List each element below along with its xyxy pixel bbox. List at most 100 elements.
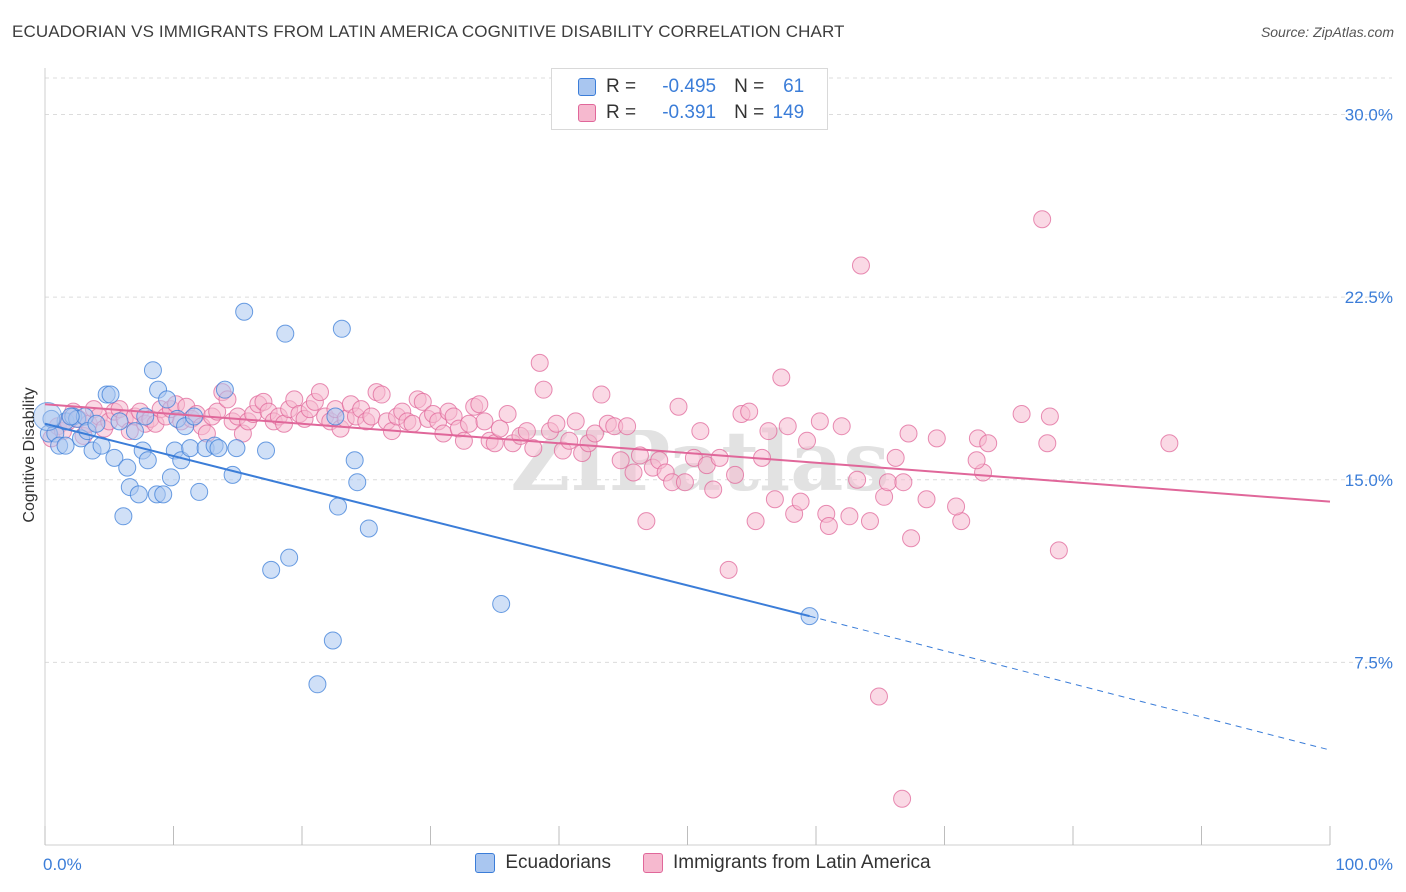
legend-n-value: 61 xyxy=(783,76,805,97)
legend-r-label: R = xyxy=(606,76,637,97)
legend-item-ecuadorians[interactable]: Ecuadorians xyxy=(475,852,611,874)
ecuadorian-point xyxy=(129,485,148,504)
immigrant-point xyxy=(765,490,784,509)
ecuadorian-point xyxy=(276,324,295,343)
immigrant-point xyxy=(517,422,536,441)
immigrant-point xyxy=(403,414,422,433)
ecuadorian-point xyxy=(492,594,511,613)
legend-item-label: Ecuadorians xyxy=(505,852,611,873)
legend-r-value: -0.391 xyxy=(662,102,717,123)
immigrant-point xyxy=(860,512,879,531)
immigrant-point xyxy=(1038,434,1057,453)
ecuadorian-point xyxy=(323,631,342,650)
legend-n-label: N = xyxy=(734,102,765,123)
ecuadorian-point xyxy=(42,409,61,428)
immigrant-point xyxy=(902,529,921,548)
immigrant-point xyxy=(310,383,329,402)
immigrant-point xyxy=(585,424,604,443)
ecuadorian-point xyxy=(118,458,137,477)
ecuadorian-point xyxy=(332,319,351,338)
y-tick-label: 7.5% xyxy=(1354,653,1393,672)
immigrant-point xyxy=(534,380,553,399)
y-axis-title: Cognitive Disability xyxy=(21,387,38,522)
immigrant-point xyxy=(798,431,817,450)
ecuadorian-point xyxy=(348,473,367,492)
immigrant-point xyxy=(1012,405,1031,424)
immigrant-point xyxy=(851,256,870,275)
immigrant-point xyxy=(490,419,509,438)
immigrant-point xyxy=(675,473,694,492)
immigrant-point xyxy=(927,429,946,448)
blue-swatch-icon xyxy=(475,853,496,873)
immigrant-point xyxy=(362,407,381,426)
legend-r-label: R = xyxy=(606,102,637,123)
immigrant-point xyxy=(917,490,936,509)
x-tick-label: 0.0% xyxy=(43,855,82,874)
immigrant-point xyxy=(691,422,710,441)
ecuadorian-point xyxy=(308,675,327,694)
immigrant-point xyxy=(704,480,723,499)
immigrant-point xyxy=(372,385,391,404)
ecuadorian-point xyxy=(114,507,133,526)
legend-item-immigrants[interactable]: Immigrants from Latin America xyxy=(642,852,931,874)
immigrant-point xyxy=(759,422,778,441)
immigrant-point xyxy=(618,417,637,436)
immigrant-point xyxy=(869,687,888,706)
legend-item-label: Immigrants from Latin America xyxy=(672,852,931,873)
ecuadorian-point xyxy=(154,485,173,504)
ecuadorian-point xyxy=(161,468,180,487)
immigrant-point xyxy=(1040,407,1059,426)
ecuadorian-point xyxy=(158,390,177,409)
immigrant-point xyxy=(832,417,851,436)
legend-n-label: N = xyxy=(734,76,765,97)
immigrant-point xyxy=(669,397,688,416)
axis-ticks: 7.5% 15.0% 22.5% 30.0% 0.0% 100.0% xyxy=(43,106,1393,874)
immigrant-point xyxy=(524,439,543,458)
immigrant-point xyxy=(979,434,998,453)
immigrant-point xyxy=(886,448,905,467)
bottom-legend: Ecuadorians Immigrants from Latin Americ… xyxy=(0,852,1406,874)
ecuadorian-point xyxy=(181,439,200,458)
immigrant-point xyxy=(967,451,986,470)
ecuadorian-point xyxy=(101,385,120,404)
immigrant-point xyxy=(746,512,765,531)
ecuadorian-point xyxy=(105,448,124,467)
ecuadorian-point xyxy=(190,482,209,501)
ecuadorian-trend-line xyxy=(44,422,810,618)
chart-title: ECUADORIAN VS IMMIGRANTS FROM LATIN AMER… xyxy=(12,22,845,41)
immigrant-point xyxy=(470,395,489,414)
immigrant-point xyxy=(1160,434,1179,453)
immigrant-point xyxy=(560,431,579,450)
immigrant-point xyxy=(530,353,549,372)
immigrant-point xyxy=(878,473,897,492)
immigrant-point xyxy=(498,405,517,424)
legend-row-immigrants: R = -0.391 N = 149 xyxy=(578,102,804,124)
y-tick-label: 15.0% xyxy=(1345,471,1393,490)
y-tick-label: 22.5% xyxy=(1345,288,1393,307)
series-ecuadorians-points xyxy=(33,302,819,694)
ecuadorian-point xyxy=(138,451,157,470)
immigrant-point xyxy=(947,497,966,516)
ecuadorian-point xyxy=(125,422,144,441)
ecuadorian-point xyxy=(56,436,75,455)
ecuadorian-point xyxy=(280,548,299,567)
immigrant-point xyxy=(894,473,913,492)
pink-swatch-icon xyxy=(578,104,596,122)
ecuadorian-point xyxy=(215,380,234,399)
legend-box: R = -0.495 N = 61 R = -0.391 N = 149 xyxy=(551,68,828,130)
ecuadorian-point-large xyxy=(33,401,63,431)
ecuadorian-point xyxy=(110,412,129,431)
immigrant-point xyxy=(547,414,566,433)
immigrant-point xyxy=(1033,210,1052,229)
immigrant-point xyxy=(819,517,838,536)
series-immigrants-points xyxy=(42,210,1179,808)
axes xyxy=(44,68,1331,846)
ecuadorian-point xyxy=(209,439,228,458)
legend-row-ecuadorians: R = -0.495 N = 61 xyxy=(578,76,804,98)
immigrant-point xyxy=(637,512,656,531)
ecuadorian-point xyxy=(345,451,364,470)
gridlines xyxy=(45,77,1392,663)
immigrant-point xyxy=(566,412,585,431)
legend-r-value: -0.495 xyxy=(662,76,717,97)
